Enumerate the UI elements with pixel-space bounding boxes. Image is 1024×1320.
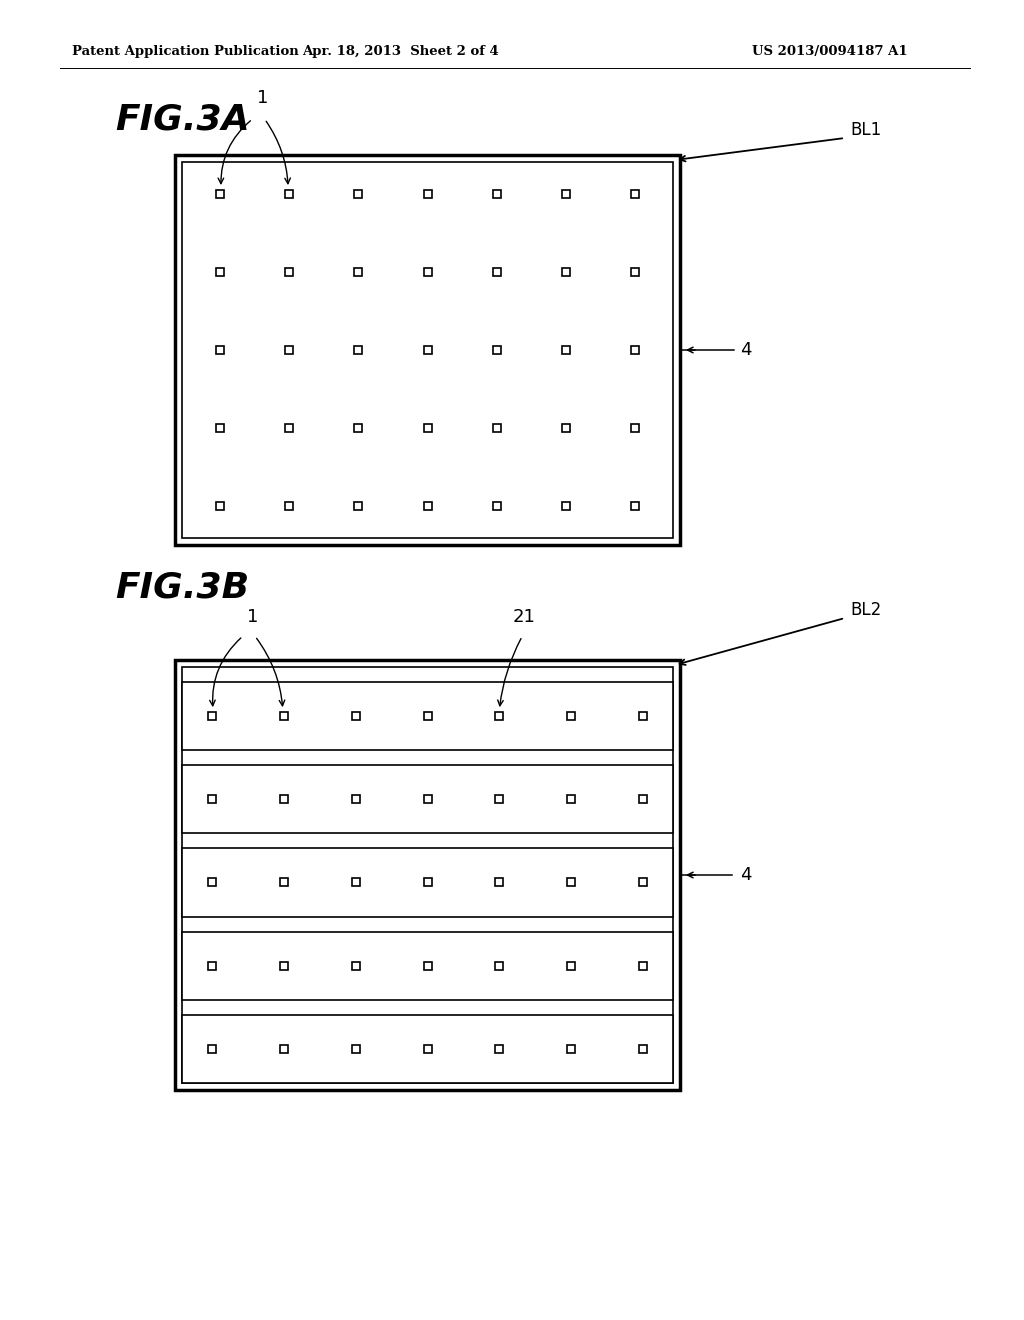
Bar [351,962,359,970]
Bar [182,932,673,999]
Bar [567,962,575,970]
Text: BL1: BL1 [850,121,882,139]
Bar [216,268,224,276]
Bar [424,190,431,198]
Text: BL2: BL2 [850,601,882,619]
Bar [216,424,224,432]
Bar [280,795,288,804]
Bar [351,879,359,887]
Text: 1: 1 [257,88,268,107]
Bar [562,268,569,276]
Bar [493,424,501,432]
Bar [285,268,293,276]
Bar [175,154,680,545]
Text: 4: 4 [740,341,752,359]
Bar [351,711,359,721]
Bar [631,346,639,354]
Bar [351,1045,359,1053]
Bar [285,424,293,432]
Bar [285,190,293,198]
Bar [216,346,224,354]
Bar [424,795,431,804]
Bar [208,795,216,804]
Text: Patent Application Publication: Patent Application Publication [72,45,299,58]
Bar [424,268,431,276]
Bar [354,346,362,354]
Bar [631,424,639,432]
Bar [280,711,288,721]
Text: Apr. 18, 2013  Sheet 2 of 4: Apr. 18, 2013 Sheet 2 of 4 [302,45,499,58]
Bar [562,502,569,510]
Bar [639,711,647,721]
Bar [208,1045,216,1053]
Bar [496,1045,504,1053]
Bar [567,879,575,887]
Text: 21: 21 [513,609,536,626]
Bar [496,711,504,721]
Bar [567,795,575,804]
Bar [562,424,569,432]
Bar [424,962,431,970]
Bar [182,1015,673,1082]
Bar [424,502,431,510]
Bar [493,346,501,354]
Text: FIG.3A: FIG.3A [115,103,250,137]
Bar [280,962,288,970]
Bar [493,190,501,198]
Text: 1: 1 [247,609,259,626]
Bar [182,667,673,1082]
Bar [493,502,501,510]
Bar [280,1045,288,1053]
Bar [208,962,216,970]
Bar [424,711,431,721]
Bar [354,190,362,198]
Bar [631,502,639,510]
Bar [285,502,293,510]
Bar [182,849,673,916]
Bar [424,879,431,887]
Bar [280,879,288,887]
Bar [639,795,647,804]
Bar [562,346,569,354]
Bar [208,711,216,721]
Bar [182,766,673,833]
Bar [424,346,431,354]
Bar [562,190,569,198]
Bar [639,1045,647,1053]
Bar [496,795,504,804]
Bar [639,962,647,970]
Bar [424,1045,431,1053]
Bar [567,711,575,721]
Bar [285,346,293,354]
Bar [354,424,362,432]
Bar [354,502,362,510]
Bar [496,879,504,887]
Bar [175,660,680,1090]
Text: 4: 4 [740,866,752,884]
Bar [631,190,639,198]
Bar [182,682,673,750]
Text: FIG.3B: FIG.3B [115,570,249,605]
Bar [216,502,224,510]
Bar [351,795,359,804]
Bar [639,879,647,887]
Bar [182,162,673,539]
Bar [496,962,504,970]
Bar [631,268,639,276]
Bar [216,190,224,198]
Bar [424,424,431,432]
Bar [354,268,362,276]
Bar [493,268,501,276]
Text: US 2013/0094187 A1: US 2013/0094187 A1 [753,45,908,58]
Bar [567,1045,575,1053]
Bar [208,879,216,887]
